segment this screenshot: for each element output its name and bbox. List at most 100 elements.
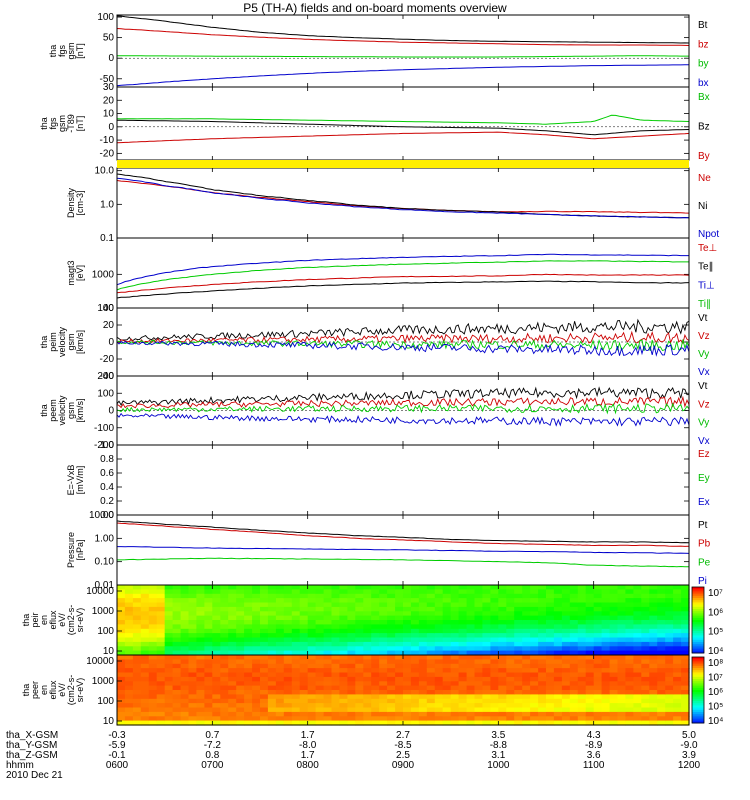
heatmap-cell <box>275 685 285 691</box>
heatmap-cell <box>403 659 412 665</box>
heatmap-cell <box>156 655 166 660</box>
legend-entry: Ti⊥ <box>698 280 715 291</box>
heatmap-cell <box>673 685 682 691</box>
heatmap-cell <box>260 641 269 647</box>
x-axis-value: 0.7 <box>205 730 219 741</box>
heatmap-cell <box>466 716 476 722</box>
heatmap-cell <box>561 698 571 704</box>
heatmap-cell <box>124 593 134 599</box>
heatmap-cell <box>220 589 229 595</box>
heatmap-cell <box>124 620 134 625</box>
heatmap-cell <box>379 611 388 617</box>
heatmap-cell <box>633 720 642 726</box>
heatmap-cell <box>490 703 499 709</box>
heatmap-cell <box>371 659 380 665</box>
heatmap-cell <box>267 676 277 682</box>
heatmap-cell <box>633 633 642 639</box>
heatmap-cell <box>442 637 452 643</box>
heatmap-cell <box>418 676 428 682</box>
heatmap-cell <box>426 690 436 695</box>
heatmap-cell <box>140 593 150 599</box>
heatmap-cell <box>212 663 221 669</box>
heatmap-cell <box>355 659 364 665</box>
heatmap-cell <box>291 606 301 612</box>
heatmap-cell <box>514 659 523 665</box>
heatmap-cell <box>252 694 261 700</box>
heatmap-cell <box>490 593 499 599</box>
heatmap-cell <box>117 593 126 599</box>
heatmap-cell <box>434 707 444 713</box>
heatmap-cell <box>291 694 301 700</box>
heatmap-cell <box>132 602 142 608</box>
heatmap-cell <box>530 655 539 660</box>
heatmap-cell <box>538 707 547 713</box>
heatmap-cell <box>482 628 491 634</box>
heatmap-cell <box>156 611 166 617</box>
heatmap-cell <box>379 615 388 621</box>
heatmap-cell <box>633 659 642 665</box>
heatmap-cell <box>188 641 197 647</box>
heatmap-cell <box>347 716 356 722</box>
heatmap-cell <box>466 602 476 608</box>
heatmap-cell <box>625 703 634 709</box>
heatmap-cell <box>347 663 356 669</box>
heatmap-cell <box>522 606 531 612</box>
heatmap-cell <box>148 676 158 682</box>
heatmap-cell <box>458 641 468 647</box>
heatmap-cell <box>617 650 626 656</box>
heatmap-cell <box>426 694 436 700</box>
heatmap-cell <box>442 655 452 660</box>
heatmap-cell <box>546 694 555 700</box>
heatmap-cell <box>514 641 523 647</box>
heatmap-cell <box>331 707 340 713</box>
heatmap-cell <box>172 585 182 590</box>
heatmap-cell <box>553 690 563 695</box>
heatmap-cell <box>403 646 412 652</box>
heatmap-cell <box>260 668 269 674</box>
heatmap-cell <box>323 628 333 634</box>
heatmap-cell <box>609 685 619 691</box>
heatmap-cell <box>498 611 507 617</box>
colorbar-swatch <box>692 657 704 660</box>
heatmap-cell <box>553 628 563 634</box>
heatmap-cell <box>148 720 158 726</box>
heatmap-cell <box>204 633 213 639</box>
heatmap-cell <box>244 716 253 722</box>
heatmap-cell <box>283 624 293 630</box>
heatmap-cell <box>498 703 507 709</box>
heatmap-cell <box>522 650 531 656</box>
heatmap-cell <box>617 694 626 700</box>
heatmap-cell <box>561 633 571 639</box>
heatmap-cell <box>490 611 499 617</box>
heatmap-cell <box>204 698 213 704</box>
heatmap-cell <box>172 598 182 604</box>
heatmap-cell <box>546 720 555 726</box>
heatmap-cell <box>585 637 595 643</box>
heatmap-cell <box>434 698 444 704</box>
heatmap-cell <box>236 641 245 647</box>
heatmap-cell <box>228 720 237 726</box>
heatmap-cell <box>514 615 523 621</box>
heatmap-cell <box>617 589 626 595</box>
heatmap-cell <box>148 663 158 669</box>
heatmap-cell <box>315 615 325 621</box>
heatmap-cell <box>307 698 317 704</box>
heatmap-cell <box>530 589 539 595</box>
heatmap-cell <box>657 615 666 621</box>
heatmap-cell <box>331 589 340 595</box>
heatmap-cell <box>474 707 483 713</box>
heatmap-cell <box>490 650 499 656</box>
heatmap-cell <box>450 659 460 665</box>
heatmap-cell <box>379 593 388 599</box>
heatmap-cell <box>561 611 571 617</box>
heatmap-cell <box>561 655 571 660</box>
heatmap-cell <box>307 672 317 678</box>
heatmap-cell <box>546 672 555 678</box>
heatmap-cell <box>267 585 277 590</box>
heatmap-cell <box>522 641 531 647</box>
heatmap-cell <box>673 641 682 647</box>
heatmap-cell <box>553 716 563 722</box>
heatmap-cell <box>649 611 658 617</box>
heatmap-cell <box>577 637 587 643</box>
heatmap-cell <box>124 615 134 621</box>
